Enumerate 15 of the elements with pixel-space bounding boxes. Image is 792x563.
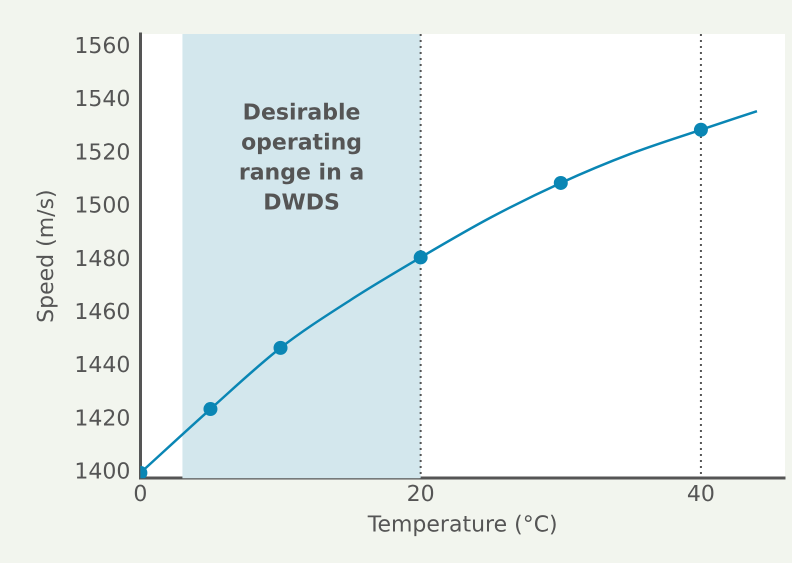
y-tick-label: 1460 — [74, 300, 130, 326]
y-tick-label: 1500 — [74, 194, 130, 219]
y-tick-label: 1480 — [74, 246, 130, 272]
y-axis-title: Speed (m/s) — [34, 189, 59, 323]
y-tick-label: 1520 — [74, 140, 130, 166]
x-axis-title: Temperature (°C) — [366, 512, 558, 538]
y-tick-label: 1420 — [74, 406, 130, 432]
y-tick-label: 1440 — [74, 353, 130, 378]
x-tick-label: 20 — [406, 482, 435, 508]
y-tick-label: 1540 — [74, 87, 130, 112]
x-tick-label: 0 — [133, 482, 148, 508]
x-tick-label: 40 — [686, 482, 715, 508]
band-label: Desirable operating range in a DWDS — [238, 100, 364, 216]
y-tick-label: 1560 — [74, 34, 130, 60]
y-tick-label: 1400 — [74, 460, 130, 485]
